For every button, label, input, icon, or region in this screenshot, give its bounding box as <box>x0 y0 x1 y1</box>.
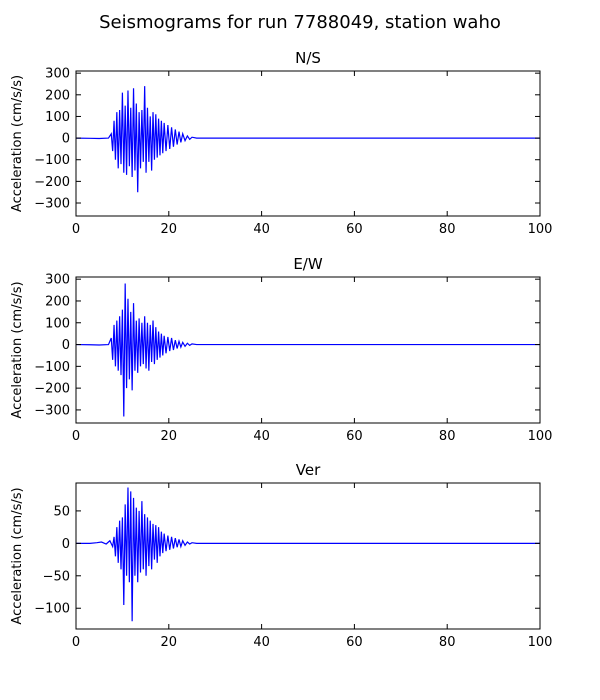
ns-xtick-label: 40 <box>253 222 270 237</box>
ns-ytick-label: −300 <box>34 197 70 212</box>
ns-xtick-label: 0 <box>72 222 80 237</box>
ver-xtick-label: 80 <box>439 635 456 650</box>
ns-xtick-label: 100 <box>528 222 553 237</box>
ver-ytick-label: −100 <box>34 602 70 617</box>
ew-ylabel: Acceleration (cm/s/s) <box>10 281 25 418</box>
ns-ytick-label: 100 <box>45 110 70 125</box>
ver-ylabel: Acceleration (cm/s/s) <box>10 487 25 624</box>
ns-xtick-label: 60 <box>346 222 363 237</box>
ver-ytick-label: 0 <box>62 537 70 552</box>
ew-xtick-label: 80 <box>439 429 456 444</box>
ver-xtick-label: 60 <box>346 635 363 650</box>
ver-xtick-label: 100 <box>528 635 553 650</box>
ew-xtick-label: 20 <box>161 429 178 444</box>
ns-ytick-label: −100 <box>34 153 70 168</box>
ns-ylabel: Acceleration (cm/s/s) <box>10 75 25 212</box>
ew-ytick-label: −100 <box>34 360 70 375</box>
ns-series-line <box>76 86 540 193</box>
ns-axes-frame <box>75 70 541 217</box>
ns-title: N/S <box>295 49 321 67</box>
ew-ytick-label: 300 <box>45 273 70 288</box>
ver-xtick-label: 20 <box>161 635 178 650</box>
ver-ytick-label: −50 <box>43 569 70 584</box>
ns-xtick-label: 80 <box>439 222 456 237</box>
ew-ytick-label: 100 <box>45 316 70 331</box>
ew-xtick-label: 0 <box>72 429 80 444</box>
ns-xtick-label: 20 <box>161 222 178 237</box>
panel-ver: Ver 0 20 40 60 80 100 −100 −50 0 50 Acceleration (c… <box>10 461 552 650</box>
ver-axes-frame <box>75 482 541 630</box>
ns-ytick-label: 0 <box>62 132 70 147</box>
ew-xtick-label: 100 <box>528 429 553 444</box>
ew-axes-frame <box>75 276 541 424</box>
ns-ytick-label: −200 <box>34 175 70 190</box>
ver-ytick-label: 50 <box>53 504 70 519</box>
ver-xtick-label: 40 <box>253 635 270 650</box>
ew-ytick-label: 0 <box>62 338 70 353</box>
figure-title: Seismograms for run 7788049, station wah… <box>99 12 501 33</box>
panel-ns: N/S 0 20 40 60 80 100 −300 −200 −100 0 100 200 300 Acc… <box>10 49 552 237</box>
ns-ytick-label: 300 <box>45 67 70 82</box>
ew-xtick-label: 60 <box>346 429 363 444</box>
ns-ytick-label: 200 <box>45 88 70 103</box>
ew-ytick-label: −300 <box>34 403 70 418</box>
panel-ew: E/W 0 20 40 60 80 100 −300 −200 −100 0 100 200 300 Acc… <box>10 255 552 444</box>
ver-xtick-label: 0 <box>72 635 80 650</box>
ver-series-line <box>76 487 540 622</box>
ew-series-line <box>76 283 540 417</box>
ew-xtick-label: 40 <box>253 429 270 444</box>
ver-title: Ver <box>296 461 321 479</box>
ew-ytick-label: −200 <box>34 382 70 397</box>
ew-title: E/W <box>293 255 323 273</box>
ew-ytick-label: 200 <box>45 294 70 309</box>
